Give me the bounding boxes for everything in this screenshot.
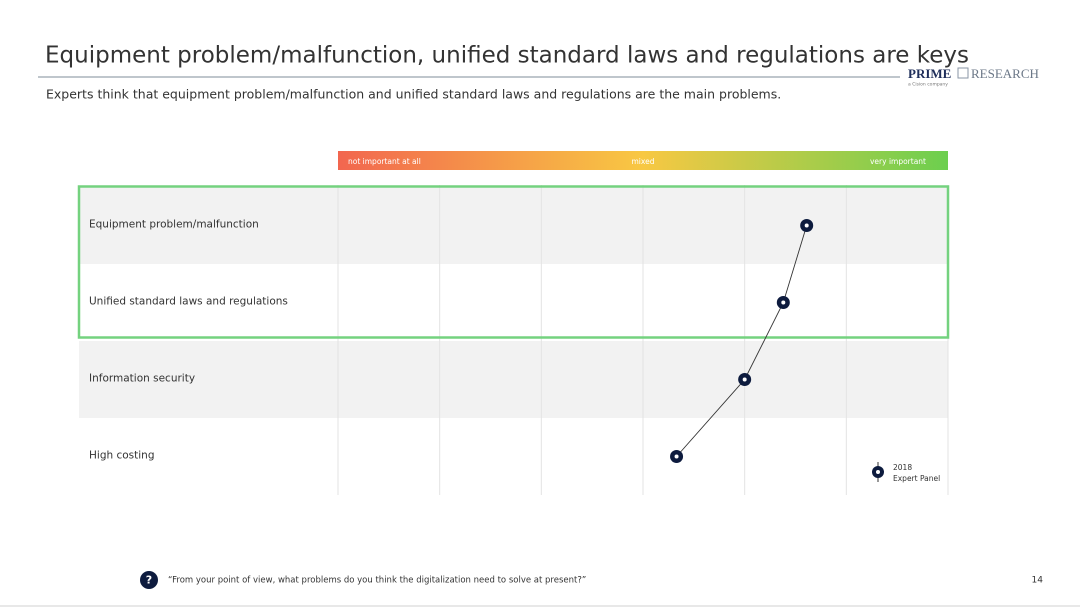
row-label: High costing — [89, 450, 155, 462]
dot-center — [674, 454, 679, 459]
footer-question: “From your point of view, what problems … — [168, 576, 586, 586]
page-number: 14 — [1032, 576, 1044, 586]
logo-tagline: a Cision company — [908, 82, 948, 88]
scale-label: very important — [870, 157, 926, 166]
chart-title: Equipment problem/malfunction, unified s… — [45, 43, 969, 69]
legend-dot-center — [876, 470, 880, 474]
logo-icon — [957, 67, 969, 79]
row-band — [79, 341, 948, 418]
dot-center — [804, 223, 809, 228]
dot-center — [742, 377, 747, 382]
subtitle: Experts think that equipment problem/mal… — [46, 87, 781, 102]
dot-center — [781, 300, 786, 305]
logo-name: PRIME — [908, 66, 951, 81]
scale-bar — [338, 151, 948, 170]
highlight-box — [77, 185, 950, 339]
scale-label: not important at all — [348, 157, 421, 166]
row-label: Equipment problem/malfunction — [89, 219, 259, 231]
logo-suffix: RESEARCH — [971, 66, 1039, 81]
row-label: Unified standard laws and regulations — [89, 296, 288, 308]
question-mark: ? — [146, 574, 152, 587]
series-line — [676, 225, 808, 457]
legend-label: 2018 Expert Panel — [893, 463, 941, 483]
scale-label: mixed — [632, 157, 655, 166]
row-label: Information security — [89, 373, 195, 385]
question-icon — [140, 571, 158, 589]
